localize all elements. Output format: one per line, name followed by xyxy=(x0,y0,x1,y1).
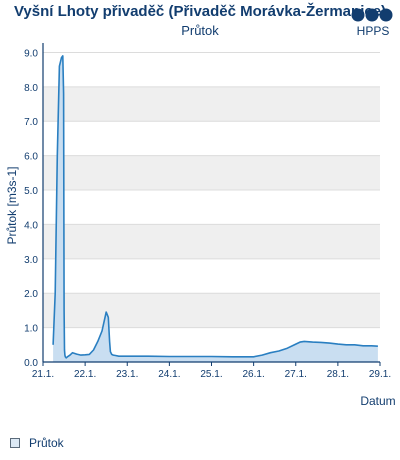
y-tick-label: 2.0 xyxy=(24,289,38,300)
y-tick-label: 5.0 xyxy=(24,186,38,197)
y-tick-label: 6.0 xyxy=(24,152,38,163)
x-tick-label: 23.1. xyxy=(116,369,138,380)
grid-band xyxy=(43,86,380,122)
legend-label: Průtok xyxy=(29,436,64,450)
y-tick-label: 3.0 xyxy=(24,255,38,266)
x-axis-label: Datum xyxy=(360,394,395,408)
x-tick-label: 22.1. xyxy=(74,369,96,380)
logo-dots-icon xyxy=(351,8,393,22)
chart-subtitle: Průtok xyxy=(181,23,219,38)
x-tick-label: 26.1. xyxy=(243,369,265,380)
y-tick-label: 4.0 xyxy=(24,220,38,231)
chart-title: Vyšní Lhoty přivaděč (Přivaděč Morávka-Ž… xyxy=(13,3,387,20)
y-axis-label: Průtok [m3s-1] xyxy=(5,166,19,244)
series-line xyxy=(52,55,378,359)
y-tick-label: 1.0 xyxy=(24,324,38,335)
x-tick-label: 25.1. xyxy=(200,369,222,380)
y-tick-label: 7.0 xyxy=(24,117,38,128)
grid-band xyxy=(43,224,380,259)
logo-text: HPPS xyxy=(356,24,390,38)
grid-band xyxy=(43,293,380,328)
hpps-logo: HPPS xyxy=(350,2,396,42)
x-tick-label: 29.1. xyxy=(369,369,391,380)
x-tick-label: 21.1. xyxy=(32,369,54,380)
x-tick-label: 27.1. xyxy=(285,369,307,380)
grid-band xyxy=(43,155,380,191)
y-tick-label: 0.0 xyxy=(24,358,38,369)
legend[interactable]: Průtok xyxy=(10,436,64,450)
legend-swatch xyxy=(10,438,20,448)
x-tick-label: 24.1. xyxy=(158,369,180,380)
x-tick-label: 28.1. xyxy=(327,369,349,380)
y-tick-label: 9.0 xyxy=(24,48,38,59)
plot-area: 0.0 1.0 2.0 3.0 4.0 5.0 6.0 7.0 8.0 9.0 21.1. 22.1.… xyxy=(5,43,396,408)
y-tick-label: 8.0 xyxy=(24,83,38,94)
